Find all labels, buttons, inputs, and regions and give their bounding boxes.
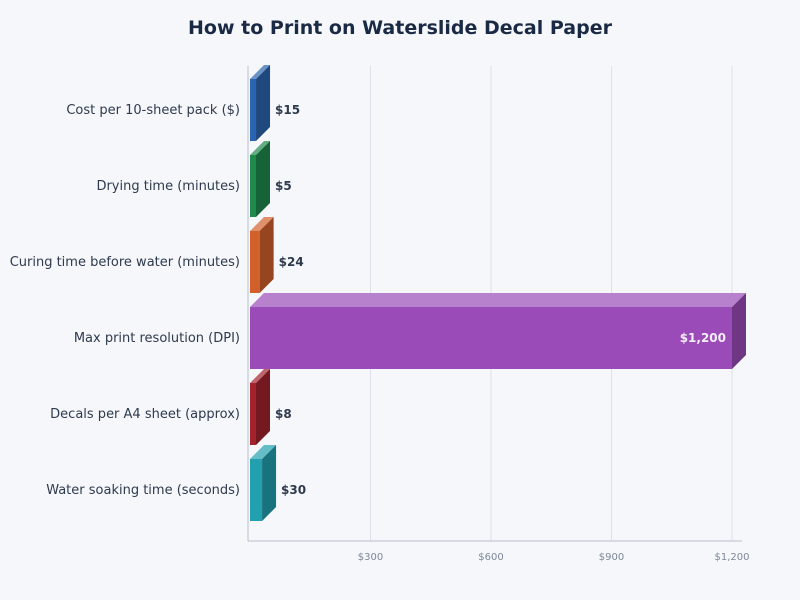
bar-side-face bbox=[256, 369, 270, 445]
category-label: Cost per 10-sheet pack ($) bbox=[66, 103, 240, 118]
bar-side-face bbox=[256, 65, 271, 141]
bar-top-face bbox=[250, 65, 271, 79]
value-label: $5 bbox=[275, 179, 292, 193]
chart-title: How to Print on Waterslide Decal Paper bbox=[188, 17, 613, 39]
bar-front-face bbox=[250, 79, 257, 141]
bar-top-face bbox=[250, 141, 270, 155]
bar-front-face bbox=[250, 307, 732, 369]
category-label: Max print resolution (DPI) bbox=[74, 331, 240, 346]
bar-front-face bbox=[250, 231, 260, 293]
value-label: $8 bbox=[275, 407, 292, 421]
x-axis-ticks: $300 $600 $900 $1,200 bbox=[358, 552, 750, 563]
category-label: Curing time before water (minutes) bbox=[10, 255, 240, 270]
bar bbox=[250, 445, 277, 521]
axes bbox=[247, 66, 742, 542]
bar-side-face bbox=[256, 141, 270, 217]
value-label: $24 bbox=[279, 255, 304, 269]
x-tick-label: $900 bbox=[599, 552, 624, 563]
category-labels: Cost per 10-sheet pack ($) Drying time (m… bbox=[10, 103, 240, 498]
category-label: Water soaking time (seconds) bbox=[46, 483, 240, 498]
bar bbox=[250, 293, 746, 369]
bar-front-face bbox=[250, 155, 256, 217]
bar-top-face bbox=[250, 217, 274, 231]
bars bbox=[250, 65, 746, 521]
x-tick-label: $300 bbox=[358, 552, 383, 563]
category-label: Drying time (minutes) bbox=[96, 179, 240, 194]
category-label: Decals per A4 sheet (approx) bbox=[50, 407, 240, 422]
bar-front-face bbox=[250, 459, 263, 521]
bar bbox=[250, 65, 271, 141]
value-label: $1,200 bbox=[680, 331, 726, 345]
bar bbox=[250, 217, 274, 293]
bar-front-face bbox=[250, 383, 256, 445]
bar-top-face bbox=[250, 293, 746, 307]
bar-side-face bbox=[259, 217, 274, 293]
x-tick-label: $1,200 bbox=[715, 552, 750, 563]
bar-top-face bbox=[250, 445, 277, 459]
value-label: $30 bbox=[281, 483, 306, 497]
bar bbox=[250, 141, 270, 217]
bar-top-face bbox=[250, 369, 270, 383]
value-labels: $15 $5 $24 $1,200 $8 $30 bbox=[275, 103, 726, 497]
bar-side-face bbox=[732, 293, 746, 369]
bar bbox=[250, 369, 270, 445]
bar-side-face bbox=[262, 445, 277, 521]
value-label: $15 bbox=[275, 103, 300, 117]
x-tick-label: $600 bbox=[478, 552, 503, 563]
